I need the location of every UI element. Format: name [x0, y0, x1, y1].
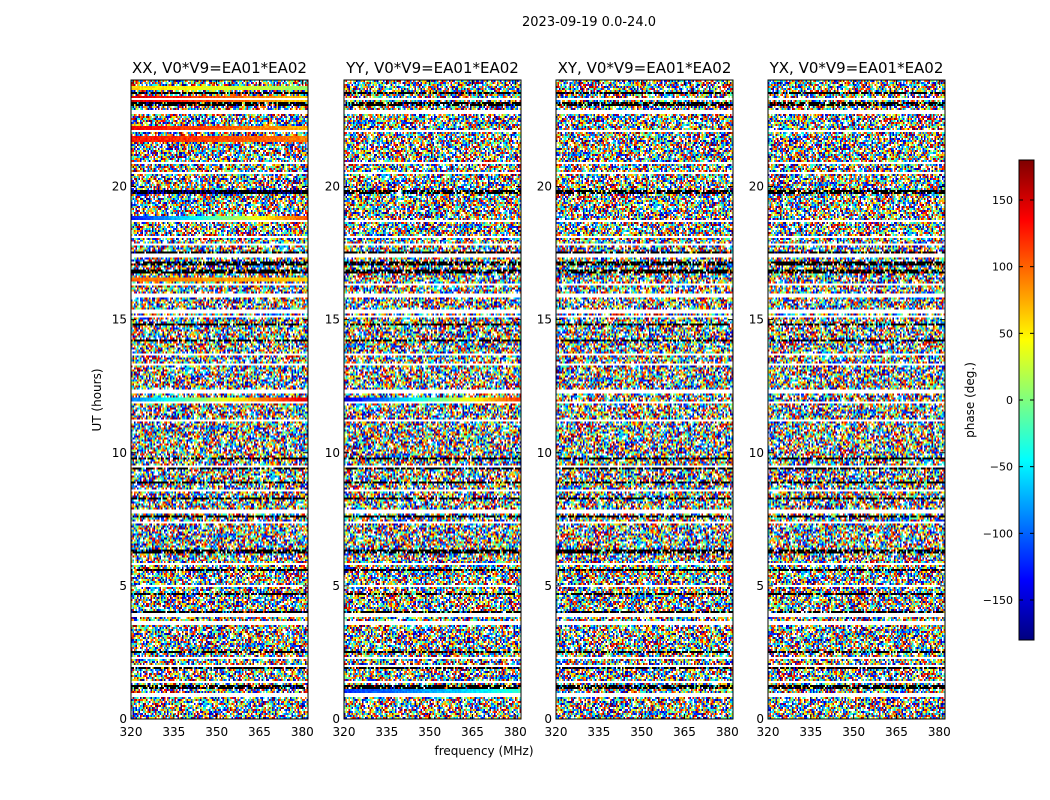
y-tick-label: 15 [749, 313, 764, 327]
heatmap-xy [556, 80, 733, 719]
panel-frame [343, 79, 522, 720]
x-tick-label: 320 [545, 725, 568, 739]
heatmap-yx [768, 80, 945, 719]
y-axis-label: UT (hours) [90, 368, 104, 431]
y-tick-label: 15 [537, 313, 552, 327]
x-tick-label: 320 [757, 725, 780, 739]
panel-xx: XX, V0*V9=EA01*EA02 320 335 350 365 380 0 5 10 15… [112, 59, 314, 739]
colorbar-tick-label: −150 [983, 594, 1013, 607]
x-tick-label: 380 [716, 725, 739, 739]
x-tick-label: 335 [162, 725, 185, 739]
y-tick-label: 20 [749, 180, 764, 194]
colorbar: 150 100 50 0 −50 −100 −150 [983, 159, 1035, 641]
x-tick-label: 350 [418, 725, 441, 739]
x-tick-label: 365 [461, 725, 484, 739]
y-tick-label: 5 [756, 579, 764, 593]
x-tick-label: 380 [504, 725, 527, 739]
y-tick-label: 5 [332, 579, 340, 593]
heatmap-yy [344, 80, 521, 719]
x-tick-label: 365 [885, 725, 908, 739]
x-tick-label: 365 [248, 725, 271, 739]
panels-group: XX, V0*V9=EA01*EA02 320 335 350 365 380 0 5 10 15… [112, 59, 951, 739]
heatmap-xx [131, 80, 308, 719]
panel-title: XX, V0*V9=EA01*EA02 [132, 59, 307, 77]
x-tick-label: 380 [928, 725, 951, 739]
x-tick-label: 320 [333, 725, 356, 739]
x-tick-label: 320 [120, 725, 143, 739]
colorbar-label: phase (deg.) [963, 362, 977, 438]
panel-title: XY, V0*V9=EA01*EA02 [558, 59, 732, 77]
x-tick-label: 335 [375, 725, 398, 739]
x-tick-label: 350 [842, 725, 865, 739]
y-tick-label: 20 [537, 180, 552, 194]
x-tick-label: 365 [673, 725, 696, 739]
x-tick-label: 335 [587, 725, 610, 739]
panel-frame [555, 79, 734, 720]
panel-frame [767, 79, 946, 720]
colorbar-tick-label: −50 [990, 461, 1013, 474]
y-tick-label: 10 [112, 446, 127, 460]
y-tick-label: 10 [749, 446, 764, 460]
x-tick-label: 335 [799, 725, 822, 739]
y-tick-label: 20 [325, 180, 340, 194]
panel-title: YX, V0*V9=EA01*EA02 [769, 59, 944, 77]
y-tick-label: 10 [325, 446, 340, 460]
colorbar-tick-label: 0 [1006, 394, 1013, 407]
y-tick-label: 0 [544, 712, 552, 726]
x-tick-label: 350 [205, 725, 228, 739]
y-tick-label: 10 [537, 446, 552, 460]
figure-title: 2023-09-19 0.0-24.0 [522, 15, 656, 30]
panel-yx: YX, V0*V9=EA01*EA02 320 335 350 365 380 0 5 10 15… [749, 59, 951, 739]
y-tick-label: 0 [332, 712, 340, 726]
panel-xy: XY, V0*V9=EA01*EA02 320 335 350 365 380 0 5 10 15… [537, 59, 739, 739]
panel-yy: YY, V0*V9=EA01*EA02 320 335 350 365 380 0 5 10 15… [325, 59, 527, 739]
x-tick-label: 380 [291, 725, 314, 739]
panel-title: YY, V0*V9=EA01*EA02 [345, 59, 519, 77]
y-tick-label: 5 [119, 579, 127, 593]
colorbar-tick-label: −100 [983, 527, 1013, 540]
y-tick-label: 0 [119, 712, 127, 726]
y-tick-label: 15 [112, 313, 127, 327]
x-axis-label: frequency (MHz) [434, 744, 533, 758]
y-tick-label: 0 [756, 712, 764, 726]
x-tick-label: 350 [630, 725, 653, 739]
y-tick-label: 5 [544, 579, 552, 593]
colorbar-tick-label: 150 [992, 194, 1013, 207]
panel-frame [130, 79, 309, 720]
colorbar-tick-label: 50 [999, 327, 1013, 340]
colorbar-tick-label: 100 [992, 261, 1013, 274]
y-tick-label: 20 [112, 180, 127, 194]
y-tick-label: 15 [325, 313, 340, 327]
